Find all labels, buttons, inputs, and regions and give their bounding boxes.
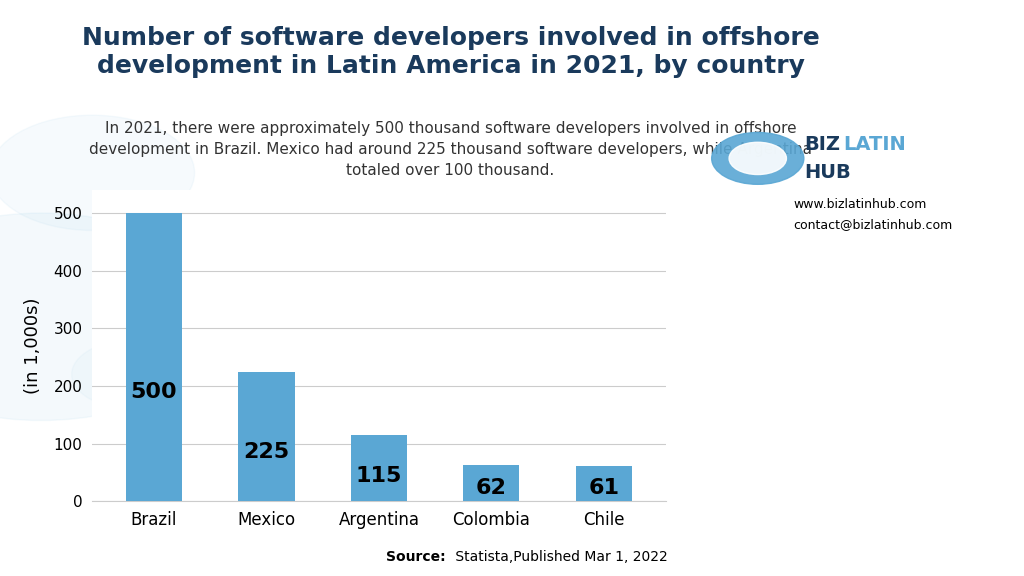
Bar [463, 465, 519, 501]
Text: Statista,Published Mar 1, 2022: Statista,Published Mar 1, 2022 [451, 551, 668, 564]
Text: www.bizlatinhub.com: www.bizlatinhub.com [794, 198, 927, 211]
Text: 225: 225 [244, 442, 290, 462]
Text: 62: 62 [476, 478, 507, 498]
Text: BIZ: BIZ [804, 135, 840, 153]
Text: contact@bizlatinhub.com: contact@bizlatinhub.com [794, 218, 953, 231]
Y-axis label: (in 1,000s): (in 1,000s) [25, 297, 42, 394]
Text: Source:: Source: [386, 551, 451, 564]
Text: Number of software developers involved in offshore
development in Latin America : Number of software developers involved i… [82, 26, 819, 78]
Text: In 2021, there were approximately 500 thousand software developers involved in o: In 2021, there were approximately 500 th… [89, 121, 812, 178]
Bar [351, 435, 407, 501]
Text: HUB: HUB [804, 164, 851, 182]
Bar [239, 372, 295, 501]
Bar [126, 213, 182, 501]
Text: 115: 115 [355, 466, 402, 486]
Text: 61: 61 [588, 478, 620, 498]
Bar [575, 466, 632, 501]
Text: LATIN: LATIN [843, 135, 905, 153]
Text: 500: 500 [131, 382, 177, 401]
